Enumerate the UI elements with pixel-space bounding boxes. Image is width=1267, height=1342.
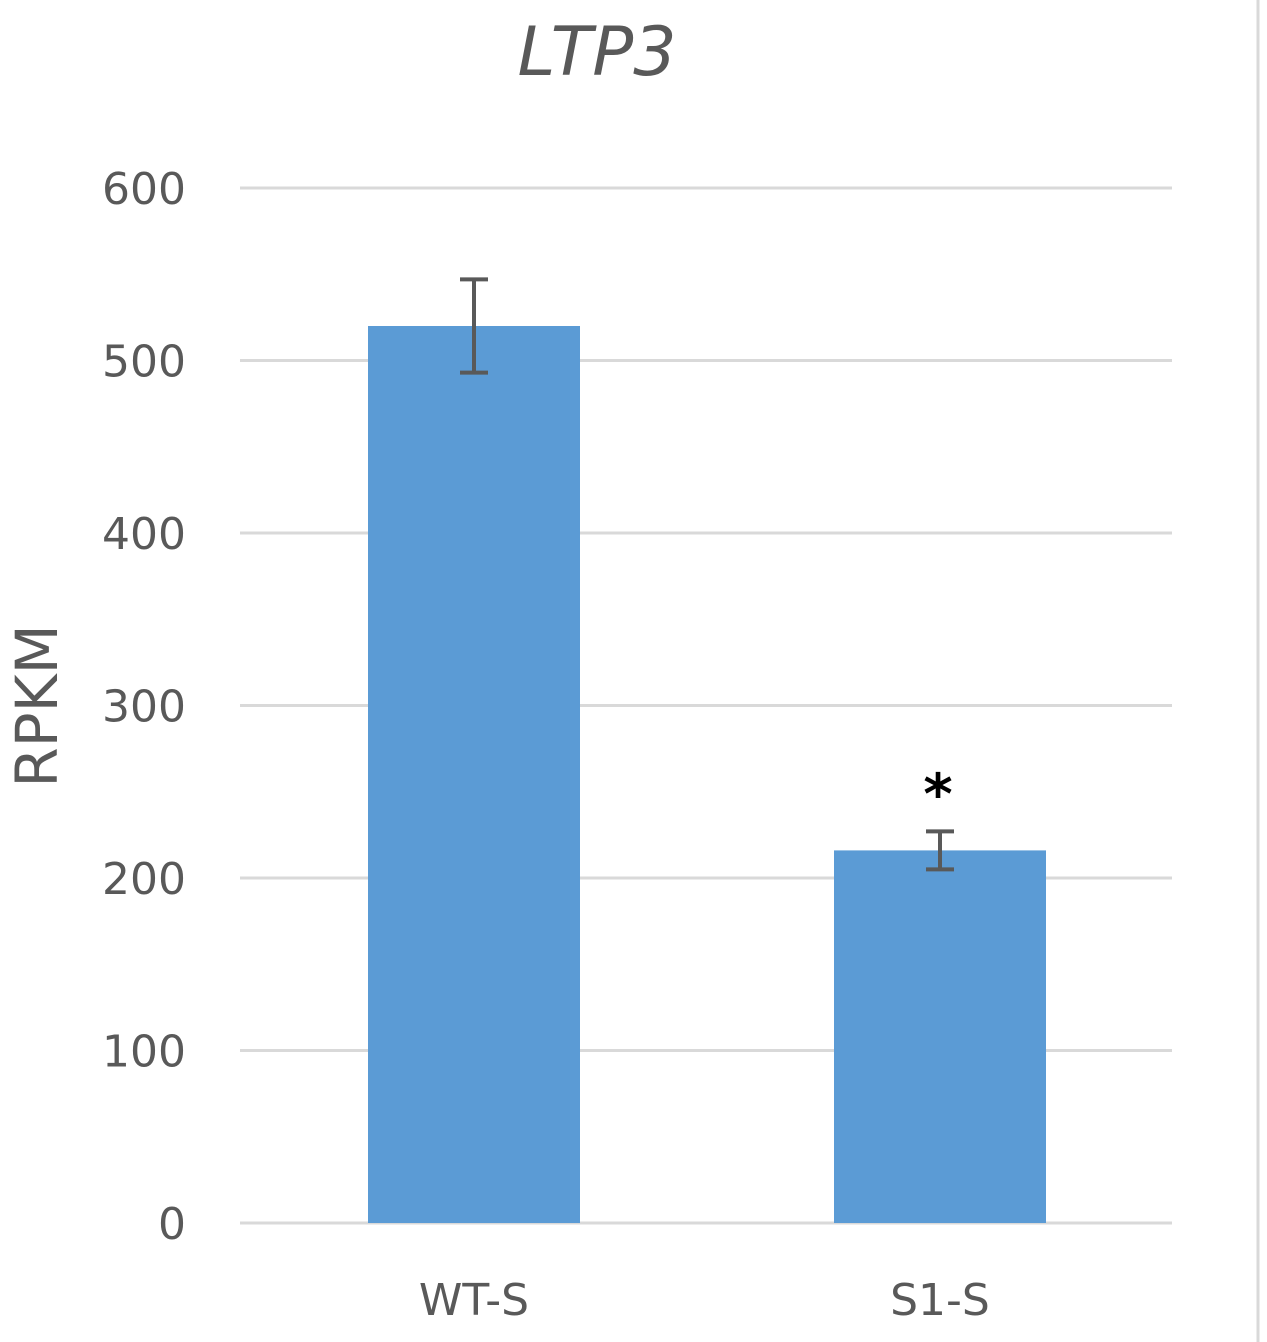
- error-bars: [460, 277, 954, 872]
- y-tick-label-400: 400: [102, 509, 186, 560]
- y-tick-labels: 0 100 200 300 400 500 600: [102, 164, 186, 1250]
- y-tick-label-600: 600: [102, 164, 186, 215]
- bars: [368, 326, 1046, 1223]
- y-axis-label: RPKM: [3, 624, 71, 787]
- category-labels: WT-S S1-S: [419, 1275, 990, 1326]
- bar-WT-S: [368, 326, 580, 1223]
- category-label-WT-S: WT-S: [419, 1275, 529, 1326]
- y-tick-label-200: 200: [102, 854, 186, 905]
- chart-title: LTP3: [517, 13, 676, 92]
- significance-marker-S1-S: *: [923, 762, 952, 827]
- y-tick-label-0: 0: [158, 1199, 186, 1250]
- y-tick-label-500: 500: [102, 337, 186, 388]
- category-label-S1-S: S1-S: [890, 1275, 990, 1326]
- annotations: *: [923, 762, 952, 827]
- y-tick-label-300: 300: [102, 682, 186, 733]
- y-tick-label-100: 100: [102, 1027, 186, 1078]
- bar-S1-S: [834, 850, 1046, 1223]
